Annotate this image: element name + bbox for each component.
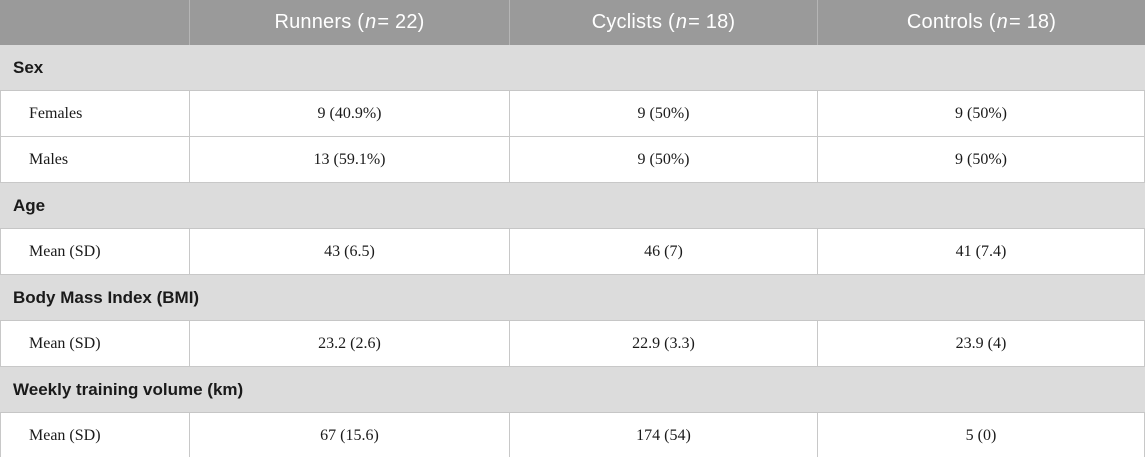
table-row-females: Females 9 (40.9%) 9 (50%) 9 (50%)	[0, 91, 1145, 137]
header-col-cyclists-suffix: = 18)	[688, 11, 736, 33]
section-label-bmi: Body Mass Index (BMI)	[13, 287, 200, 307]
table-row-age-mean: Mean (SD) 43 (6.5) 46 (7) 41 (7.4)	[0, 229, 1145, 275]
header-empty-cell	[0, 0, 190, 45]
header-col-controls: Controls (n = 18)	[818, 0, 1145, 45]
section-row-age: Age	[0, 183, 1145, 229]
cell-males-controls: 9 (50%)	[818, 137, 1145, 182]
table-row-volume-mean: Mean (SD) 67 (15.6) 174 (54) 5 (0)	[0, 413, 1145, 457]
header-col-runners: Runners (n = 22)	[190, 0, 510, 45]
cell-age-cyclists: 46 (7)	[510, 229, 818, 274]
cell-bmi-cyclists: 22.9 (3.3)	[510, 321, 818, 366]
header-col-cyclists-prefix: Cyclists (	[591, 11, 675, 33]
cell-age-controls: 41 (7.4)	[818, 229, 1145, 274]
cell-females-runners: 9 (40.9%)	[190, 91, 510, 136]
cell-males-cyclists: 9 (50%)	[510, 137, 818, 182]
table-row-bmi-mean: Mean (SD) 23.2 (2.6) 22.9 (3.3) 23.9 (4)	[0, 321, 1145, 367]
row-label-bmi-mean: Mean (SD)	[0, 321, 190, 366]
header-col-cyclists: Cyclists (n = 18)	[510, 0, 818, 45]
header-col-controls-suffix: = 18)	[1008, 11, 1057, 33]
header-col-runners-prefix: Runners (	[274, 11, 365, 33]
section-row-training-volume: Weekly training volume (km)	[0, 367, 1145, 413]
row-label-age-mean: Mean (SD)	[0, 229, 190, 274]
section-row-sex: Sex	[0, 45, 1145, 91]
section-row-bmi: Body Mass Index (BMI)	[0, 275, 1145, 321]
row-label-volume-mean: Mean (SD)	[0, 413, 190, 457]
cell-volume-runners: 67 (15.6)	[190, 413, 510, 457]
cell-bmi-runners: 23.2 (2.6)	[190, 321, 510, 366]
section-label-sex: Sex	[13, 57, 44, 77]
row-label-females: Females	[0, 91, 190, 136]
cell-age-runners: 43 (6.5)	[190, 229, 510, 274]
cell-females-controls: 9 (50%)	[818, 91, 1145, 136]
cell-volume-cyclists: 174 (54)	[510, 413, 818, 457]
row-label-males: Males	[0, 137, 190, 182]
table-header-row: Runners (n = 22) Cyclists (n = 18) Contr…	[0, 0, 1145, 45]
cell-volume-controls: 5 (0)	[818, 413, 1145, 457]
table-row-males: Males 13 (59.1%) 9 (50%) 9 (50%)	[0, 137, 1145, 183]
section-label-age: Age	[13, 195, 46, 215]
header-col-runners-n: n	[365, 11, 377, 33]
header-col-cyclists-n: n	[675, 11, 688, 33]
cell-males-runners: 13 (59.1%)	[190, 137, 510, 182]
section-label-training-volume: Weekly training volume (km)	[13, 379, 244, 399]
header-col-runners-suffix: = 22)	[377, 11, 425, 33]
header-col-controls-n: n	[996, 11, 1008, 33]
cell-females-cyclists: 9 (50%)	[510, 91, 818, 136]
cell-bmi-controls: 23.9 (4)	[818, 321, 1145, 366]
header-col-controls-prefix: Controls (	[906, 11, 996, 33]
